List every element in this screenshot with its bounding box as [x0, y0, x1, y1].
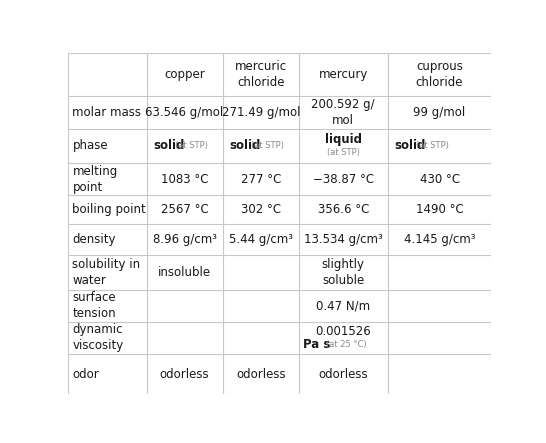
Text: phase: phase [73, 139, 108, 152]
Text: Pa s: Pa s [303, 338, 330, 351]
Text: 8.96 g/cm³: 8.96 g/cm³ [153, 233, 217, 246]
Text: 430 °C: 430 °C [419, 172, 460, 186]
Text: mercuric
chloride: mercuric chloride [235, 60, 287, 89]
Text: 0.001526: 0.001526 [316, 325, 371, 338]
Text: molar mass: molar mass [73, 106, 141, 119]
Text: odorless: odorless [318, 368, 368, 381]
Text: solid: solid [394, 139, 425, 152]
Text: liquid: liquid [325, 133, 362, 147]
Text: 63.546 g/mol: 63.546 g/mol [145, 106, 224, 119]
Text: (at STP): (at STP) [416, 141, 449, 150]
Text: solid: solid [153, 139, 184, 152]
Text: odor: odor [73, 368, 99, 381]
Text: copper: copper [164, 68, 205, 82]
Text: insoluble: insoluble [158, 266, 211, 279]
Text: 1083 °C: 1083 °C [161, 172, 209, 186]
Text: (at STP): (at STP) [327, 148, 360, 157]
Text: 200.592 g/
mol: 200.592 g/ mol [311, 98, 375, 127]
Text: −38.87 °C: −38.87 °C [313, 172, 374, 186]
Text: melting
point: melting point [73, 164, 118, 194]
Text: solubility in
water: solubility in water [73, 258, 141, 287]
Text: boiling point: boiling point [73, 203, 146, 216]
Text: 302 °C: 302 °C [241, 203, 281, 216]
Text: odorless: odorless [160, 368, 210, 381]
Text: (at STP): (at STP) [175, 141, 208, 150]
Text: 99 g/mol: 99 g/mol [413, 106, 466, 119]
Text: 5.44 g/cm³: 5.44 g/cm³ [229, 233, 293, 246]
Text: 1490 °C: 1490 °C [416, 203, 464, 216]
Text: slightly
soluble: slightly soluble [322, 258, 365, 287]
Text: surface
tension: surface tension [73, 291, 116, 320]
Text: 4.145 g/cm³: 4.145 g/cm³ [404, 233, 476, 246]
Text: dynamic
viscosity: dynamic viscosity [73, 323, 124, 353]
Text: 356.6 °C: 356.6 °C [318, 203, 369, 216]
Text: density: density [73, 233, 116, 246]
Text: 0.47 N/m: 0.47 N/m [316, 299, 370, 312]
Text: (at STP): (at STP) [251, 141, 284, 150]
Text: cuprous
chloride: cuprous chloride [416, 60, 464, 89]
Text: 277 °C: 277 °C [241, 172, 281, 186]
Text: 2567 °C: 2567 °C [161, 203, 209, 216]
Text: solid: solid [229, 139, 260, 152]
Text: 271.49 g/mol: 271.49 g/mol [222, 106, 300, 119]
Text: odorless: odorless [236, 368, 286, 381]
Text: (at 25 °C): (at 25 °C) [327, 340, 367, 349]
Text: mercury: mercury [319, 68, 368, 82]
Text: 13.534 g/cm³: 13.534 g/cm³ [304, 233, 383, 246]
